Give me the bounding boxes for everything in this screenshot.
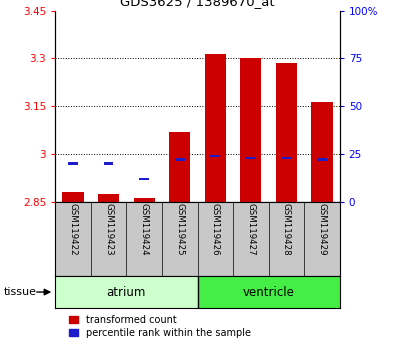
Bar <box>98 194 119 202</box>
Text: GSM119423: GSM119423 <box>104 203 113 256</box>
Text: GSM119426: GSM119426 <box>211 203 220 256</box>
Text: GSM119424: GSM119424 <box>140 203 149 256</box>
Bar <box>205 54 226 202</box>
Text: GSM119427: GSM119427 <box>246 203 255 256</box>
Text: GSM119422: GSM119422 <box>69 203 77 256</box>
Bar <box>175 159 184 161</box>
Text: tissue: tissue <box>4 287 37 297</box>
Bar <box>104 162 113 165</box>
Legend: transformed count, percentile rank within the sample: transformed count, percentile rank withi… <box>67 313 253 339</box>
Bar <box>68 162 78 165</box>
Text: GSM119429: GSM119429 <box>318 203 326 256</box>
Text: atrium: atrium <box>107 286 146 298</box>
Bar <box>139 178 149 180</box>
Bar <box>169 132 190 202</box>
Bar <box>240 58 261 202</box>
Bar <box>134 198 155 202</box>
Bar <box>317 159 327 161</box>
Bar <box>198 276 340 308</box>
Text: GSM119428: GSM119428 <box>282 203 291 256</box>
Bar <box>311 102 333 202</box>
Text: ventricle: ventricle <box>243 286 295 298</box>
Bar <box>276 63 297 202</box>
Bar <box>62 192 84 202</box>
Bar <box>282 156 291 159</box>
Bar <box>246 156 256 159</box>
Text: GSM119425: GSM119425 <box>175 203 184 256</box>
Bar <box>211 155 220 157</box>
Bar <box>55 276 198 308</box>
Title: GDS3625 / 1389670_at: GDS3625 / 1389670_at <box>120 0 275 8</box>
